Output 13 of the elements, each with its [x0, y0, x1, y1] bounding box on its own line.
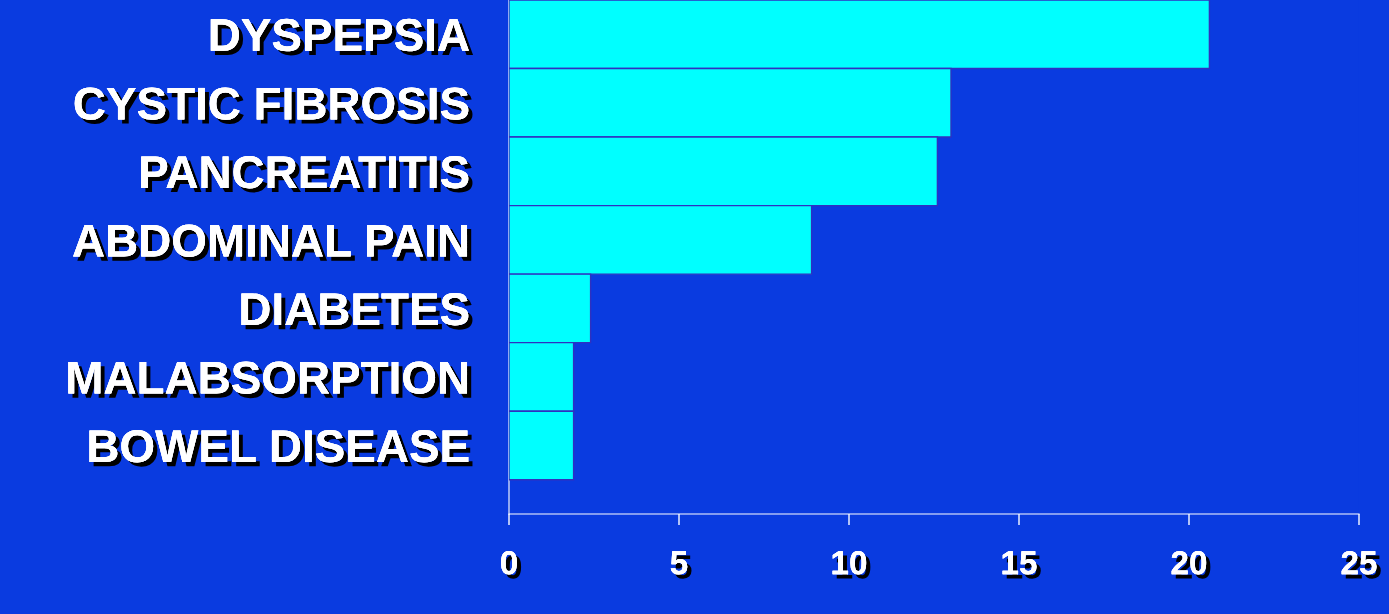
y-tick-label: PANCREATITIS [141, 155, 473, 193]
x-tick-label: 0 [501, 550, 522, 579]
y-tick-label: CYSTIC FIBROSIS [74, 87, 473, 125]
x-tick-label: 5 [670, 551, 692, 579]
x-tick-label: 15 [1002, 551, 1041, 579]
y-tick-label: DIABETES [241, 293, 473, 330]
x-tick-label: 10 [832, 550, 871, 579]
y-tick-label: MALABSORPTION [68, 361, 472, 399]
y-tick-label: BOWEL DISEASE [89, 430, 473, 467]
x-tick-label: 25 [1341, 550, 1381, 579]
y-tick-label: DYSPEPSIA [210, 18, 474, 56]
y-tick-label: ABDOMINAL PAIN [73, 224, 472, 262]
x-tick-label: 20 [1171, 550, 1211, 579]
